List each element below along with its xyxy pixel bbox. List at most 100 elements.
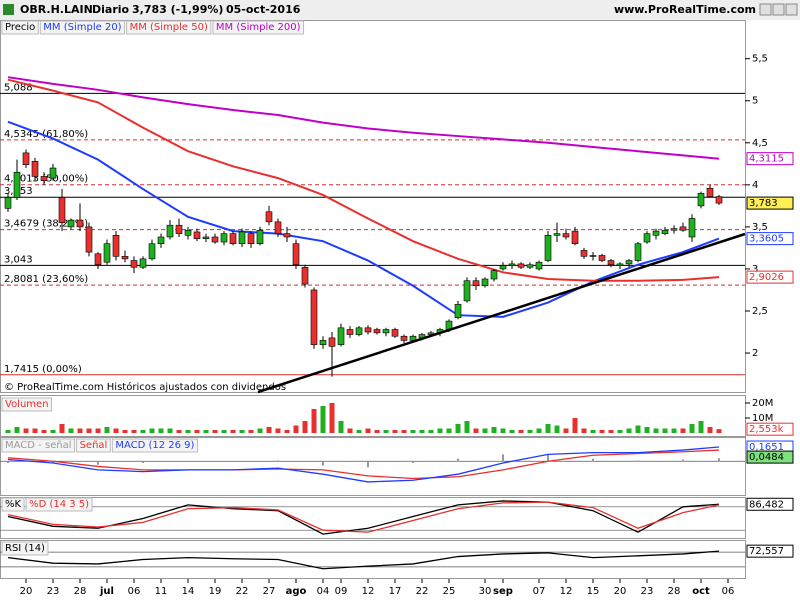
value-badge-label: 0,1651 [749, 442, 784, 453]
candle-body [103, 243, 111, 263]
volume-bar [644, 427, 650, 433]
volume-bar [374, 430, 380, 433]
legend-entry: %D (14 3 5) [29, 499, 89, 510]
value-badge [746, 270, 794, 284]
candle-body [85, 226, 93, 253]
volume-bar [437, 428, 443, 433]
candle-body [229, 233, 237, 245]
volume-bar [410, 430, 416, 433]
histogram-bar [367, 461, 369, 468]
y-tick-label: 2,5 [752, 306, 768, 317]
symbol: OBR.H.LAIN [20, 3, 93, 16]
volume-bar [41, 430, 47, 433]
histogram-bar [322, 461, 324, 466]
value-badge [746, 544, 794, 558]
candle-body [499, 265, 507, 270]
y-tick-label: 20M [752, 398, 773, 409]
x-tick-label: 27 [263, 586, 276, 597]
x-tick-label: ago [286, 586, 307, 597]
y-tick-label: 4 [752, 180, 758, 191]
volume-bar [104, 427, 110, 433]
histogram-bar [718, 458, 720, 462]
legend-entry: MACD - señal [5, 440, 72, 451]
legend-entry: MM (Simple 20) [43, 22, 121, 33]
volume-bar [338, 421, 344, 433]
volume-bar [149, 428, 155, 433]
value-badge-label: 86,482 [749, 499, 784, 510]
candle-body [571, 230, 579, 245]
candle-body [148, 243, 156, 260]
candle-body [526, 264, 534, 268]
candle-body [481, 278, 489, 287]
series-line [7, 550, 720, 570]
candle-body [652, 230, 660, 236]
minimize-button[interactable] [759, 3, 772, 16]
volume-bar [680, 428, 686, 433]
legend-box [1, 541, 49, 556]
period: Diario [92, 3, 130, 16]
candle-body [688, 218, 696, 238]
candle-body [364, 327, 372, 333]
candle-body [580, 250, 588, 257]
candle-body [490, 270, 498, 280]
x-tick-label: 11 [155, 586, 168, 597]
value-badge-label: 3,783 [749, 198, 778, 209]
legend-box [1, 397, 53, 412]
candle-body [139, 258, 147, 268]
candle-body [247, 233, 255, 245]
histogram-bar [502, 454, 504, 462]
volume-bar [491, 427, 497, 433]
volume-bar [32, 428, 38, 433]
volume-bar [68, 428, 74, 433]
x-tick-label: 06 [128, 586, 141, 597]
volume-bar [140, 430, 146, 433]
histogram-bar [277, 460, 279, 462]
volume-bar [113, 428, 119, 433]
rsi-panel [0, 540, 746, 579]
candle-body [67, 219, 75, 228]
y-tick-label: 10M [752, 413, 773, 424]
candle-body [454, 303, 462, 319]
candle-body [310, 289, 318, 345]
volume-bar [419, 430, 425, 433]
level-label: 3,043 [4, 254, 33, 265]
histogram-bar [142, 461, 144, 463]
candle-body [274, 221, 282, 234]
volume-bar [635, 425, 641, 433]
volume-bar [50, 430, 56, 433]
x-tick-label: 15 [587, 586, 600, 597]
volume-bar [131, 430, 137, 433]
price-panel [0, 20, 746, 393]
volume-bar [599, 430, 605, 433]
volume-bar [500, 428, 506, 433]
volume-bar [365, 428, 371, 433]
volume-bar [608, 430, 614, 433]
footer: © ProRealTime.com Históricos ajustados c… [4, 381, 286, 393]
x-tick-label: 04 [317, 586, 330, 597]
histogram-bar [547, 454, 549, 462]
candle-body [22, 152, 30, 165]
legend-box [1, 20, 39, 35]
legend-box [1, 497, 25, 512]
volume-bar [446, 428, 452, 433]
maximize-button[interactable] [772, 3, 785, 16]
close-button[interactable] [785, 3, 798, 16]
volume-bar [392, 430, 398, 433]
candle-body [58, 197, 66, 223]
volume-bar [212, 430, 218, 433]
volume-bar [5, 430, 11, 433]
volume-bar [167, 428, 173, 433]
candle-body [337, 327, 345, 345]
volume-bar [185, 430, 191, 433]
x-tick-label: 22 [236, 586, 249, 597]
candle-body [112, 234, 120, 257]
value-badge-label: 72,557 [749, 546, 784, 557]
candle-body [319, 340, 327, 345]
y-tick-label: 5 [752, 96, 758, 107]
volume-bar [482, 428, 488, 433]
candle-body [463, 280, 471, 302]
candle-body [265, 211, 273, 223]
volume-bar [302, 421, 308, 433]
x-tick-label: 23 [641, 586, 654, 597]
value-badge-label: 3,3605 [749, 234, 784, 245]
